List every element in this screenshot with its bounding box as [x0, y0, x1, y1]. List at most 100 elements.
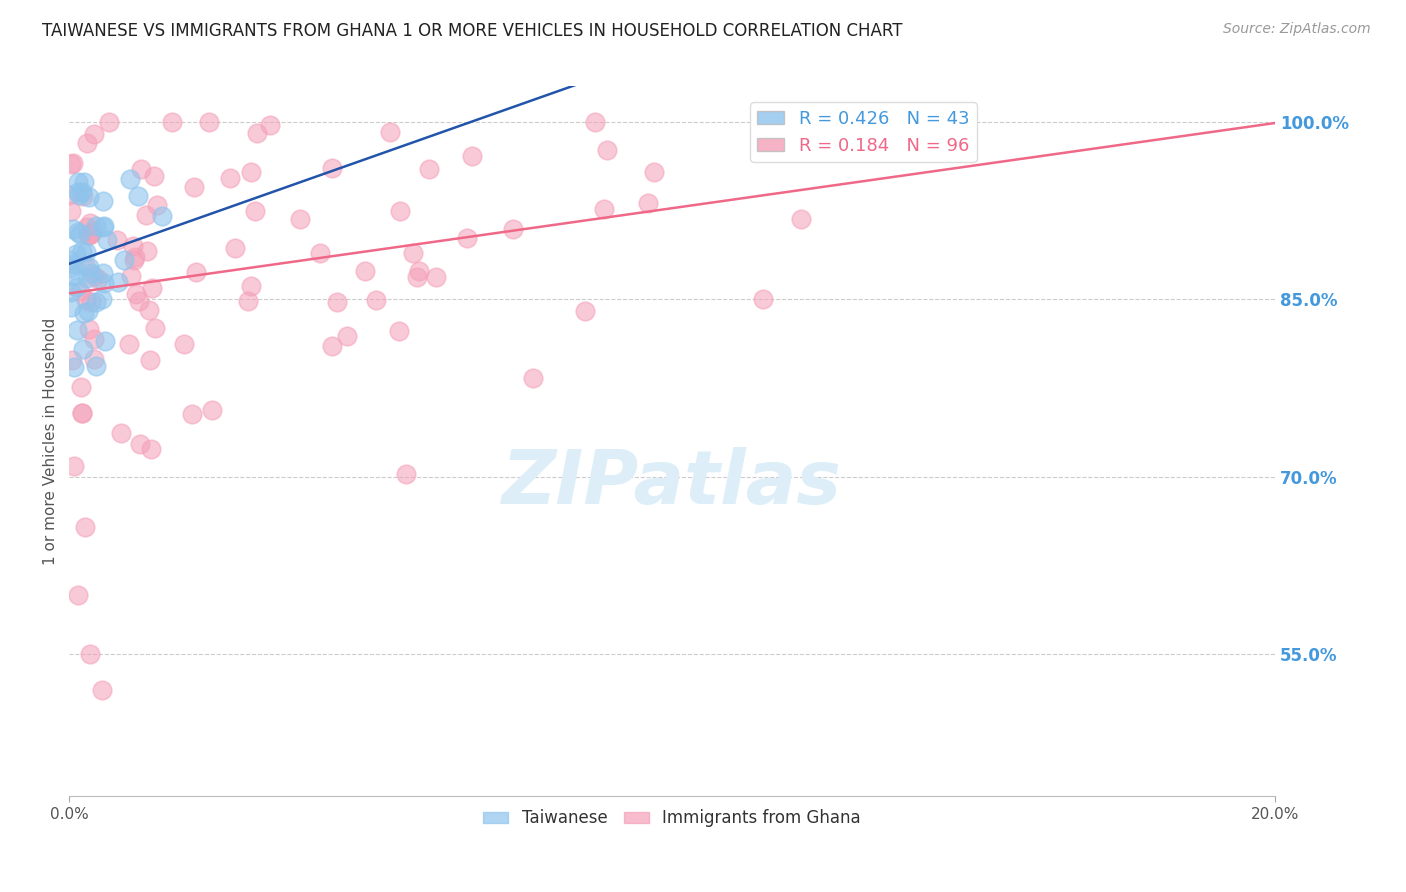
Legend: Taiwanese, Immigrants from Ghana: Taiwanese, Immigrants from Ghana	[477, 803, 868, 834]
Point	[354, 264, 377, 278]
Point	[389, 203, 412, 218]
Point	[150, 210, 173, 224]
Point	[122, 239, 145, 253]
Point	[197, 115, 219, 129]
Point	[76, 271, 98, 285]
Point	[63, 360, 86, 375]
Point	[70, 244, 93, 258]
Point	[70, 380, 93, 394]
Point	[66, 323, 89, 337]
Point	[246, 126, 269, 140]
Point	[91, 682, 114, 697]
Point	[336, 329, 359, 343]
Point	[127, 189, 149, 203]
Point	[107, 275, 129, 289]
Point	[790, 212, 813, 227]
Point	[59, 300, 82, 314]
Point	[77, 260, 100, 275]
Point	[395, 467, 418, 482]
Point	[73, 258, 96, 272]
Point	[73, 519, 96, 533]
Point	[143, 321, 166, 335]
Point	[91, 292, 114, 306]
Point	[75, 293, 97, 308]
Point	[141, 281, 163, 295]
Point	[62, 459, 84, 474]
Point	[98, 115, 121, 129]
Point	[80, 266, 103, 280]
Point	[83, 351, 105, 366]
Point	[112, 253, 135, 268]
Point	[60, 203, 83, 218]
Point	[66, 280, 89, 294]
Point	[129, 161, 152, 176]
Point	[80, 295, 103, 310]
Text: TAIWANESE VS IMMIGRANTS FROM GHANA 1 OR MORE VEHICLES IN HOUSEHOLD CORRELATION C: TAIWANESE VS IMMIGRANTS FROM GHANA 1 OR …	[42, 22, 903, 40]
Point	[79, 216, 101, 230]
Point	[83, 128, 105, 142]
Point	[83, 332, 105, 346]
Point	[84, 219, 107, 234]
Point	[69, 285, 91, 299]
Point	[67, 175, 90, 189]
Point	[138, 303, 160, 318]
Point	[79, 647, 101, 661]
Point	[129, 437, 152, 451]
Point	[59, 156, 82, 170]
Point	[574, 304, 596, 318]
Point	[240, 279, 263, 293]
Point	[181, 407, 204, 421]
Point	[643, 164, 665, 178]
Point	[751, 293, 773, 307]
Point	[80, 227, 103, 242]
Text: ZIPatlas: ZIPatlas	[502, 447, 842, 520]
Point	[364, 293, 387, 307]
Point	[83, 269, 105, 284]
Point	[502, 222, 524, 236]
Point	[110, 426, 132, 441]
Point	[388, 324, 411, 338]
Point	[73, 175, 96, 189]
Point	[63, 257, 86, 271]
Point	[118, 172, 141, 186]
Point	[67, 225, 90, 239]
Point	[240, 165, 263, 179]
Point	[128, 294, 150, 309]
Point	[122, 253, 145, 268]
Point	[76, 219, 98, 234]
Point	[76, 227, 98, 242]
Point	[72, 342, 94, 356]
Point	[75, 245, 97, 260]
Point	[58, 188, 80, 202]
Point	[125, 287, 148, 301]
Point	[67, 588, 90, 602]
Point	[59, 260, 82, 275]
Point	[86, 295, 108, 310]
Point	[146, 197, 169, 211]
Point	[408, 263, 430, 277]
Point	[321, 339, 343, 353]
Point	[160, 115, 183, 129]
Point	[143, 169, 166, 183]
Point	[637, 196, 659, 211]
Point	[224, 241, 246, 255]
Point	[105, 233, 128, 247]
Point	[141, 442, 163, 457]
Point	[73, 306, 96, 320]
Point	[139, 352, 162, 367]
Point	[72, 186, 94, 200]
Point	[65, 247, 87, 261]
Point	[91, 266, 114, 280]
Text: Source: ZipAtlas.com: Source: ZipAtlas.com	[1223, 22, 1371, 37]
Point	[93, 277, 115, 291]
Point	[592, 202, 614, 216]
Point	[72, 189, 94, 203]
Point	[59, 253, 82, 268]
Point	[425, 270, 447, 285]
Point	[201, 402, 224, 417]
Point	[245, 204, 267, 219]
Point	[460, 149, 482, 163]
Point	[135, 208, 157, 222]
Point	[77, 321, 100, 335]
Point	[93, 334, 115, 348]
